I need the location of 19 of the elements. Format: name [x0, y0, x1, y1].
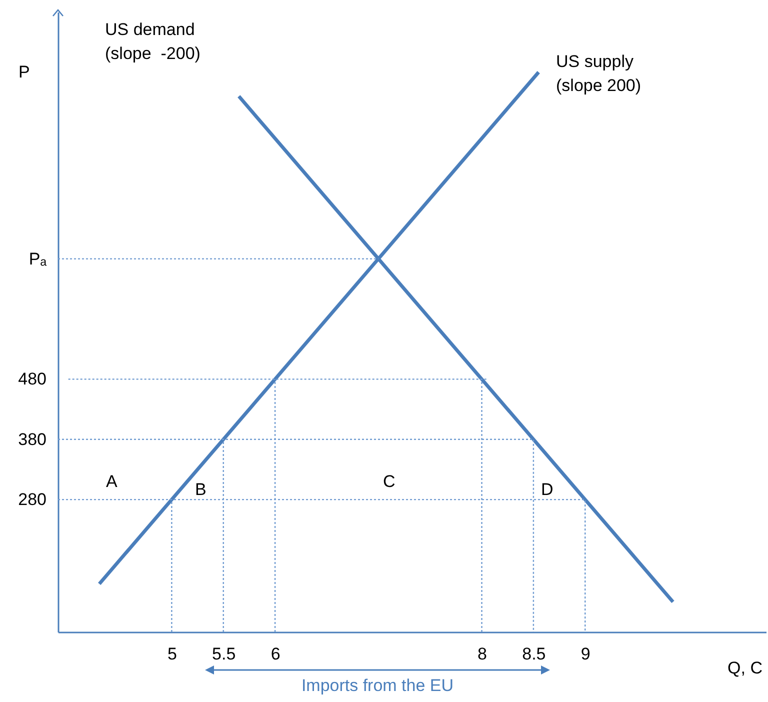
- x-tick-label: 9: [580, 644, 590, 664]
- annotation: D: [541, 479, 554, 501]
- annotation: US demand (slope -200): [105, 19, 200, 65]
- x-tick-label: 6: [270, 644, 280, 664]
- x-tick-label: 8: [478, 644, 487, 664]
- x-axis-title: Q, C: [728, 658, 762, 678]
- y-tick-label: 380: [18, 430, 46, 449]
- annotation: B: [195, 479, 206, 501]
- x-tick-label: 8.5: [522, 644, 546, 664]
- y-axis-title: P: [18, 62, 30, 82]
- y-tick-label: Pₐ: [28, 249, 48, 268]
- annotation: A: [106, 471, 118, 493]
- text: Imports from the EU: [300, 676, 455, 696]
- annotation: US supply (slope 200): [556, 51, 642, 97]
- x-tick-label: 5: [167, 644, 177, 664]
- annotation: C: [383, 471, 396, 493]
- y-tick-label: 480: [18, 370, 46, 389]
- y-tick-label: 280: [18, 490, 46, 510]
- x-tick-label: 5.5: [212, 644, 236, 664]
